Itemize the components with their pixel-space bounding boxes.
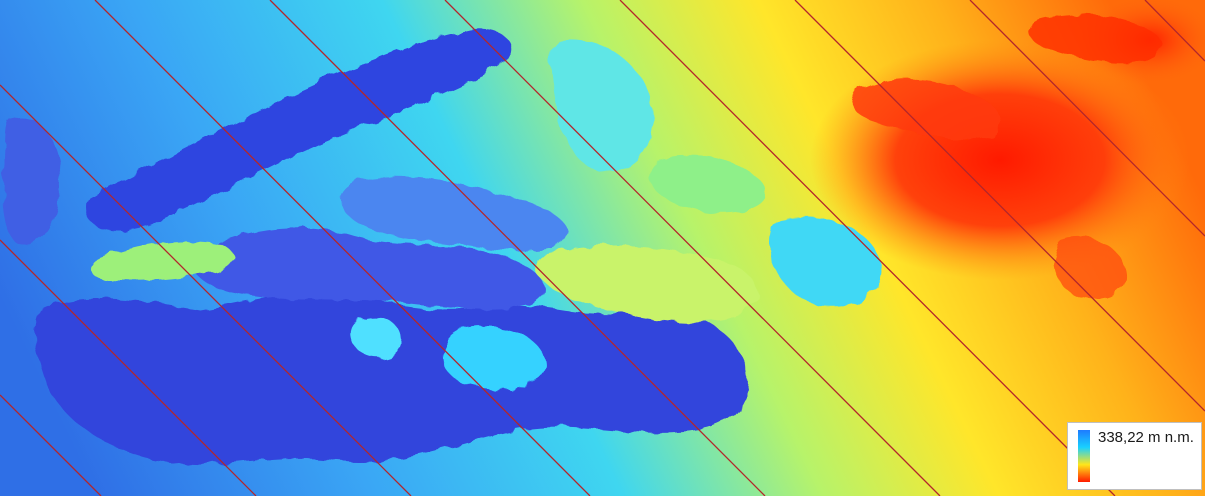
track-line	[794, 0, 1205, 412]
track-line	[0, 239, 257, 496]
legend-max-elevation-label: 338,22 m n.m.	[1098, 429, 1194, 446]
track-line	[0, 84, 412, 496]
track-line	[444, 0, 941, 496]
legend-color-ramp	[1078, 430, 1090, 482]
high-elevation-speckles	[851, 14, 1161, 299]
track-line	[269, 0, 766, 496]
track-line	[0, 394, 102, 496]
track-line	[94, 0, 591, 496]
elevation-legend: 338,22 m n.m.	[1067, 422, 1202, 490]
track-line	[1144, 0, 1205, 62]
low-elevation-vegetation	[3, 29, 748, 465]
track-line	[969, 0, 1205, 237]
track-line	[619, 0, 1116, 496]
